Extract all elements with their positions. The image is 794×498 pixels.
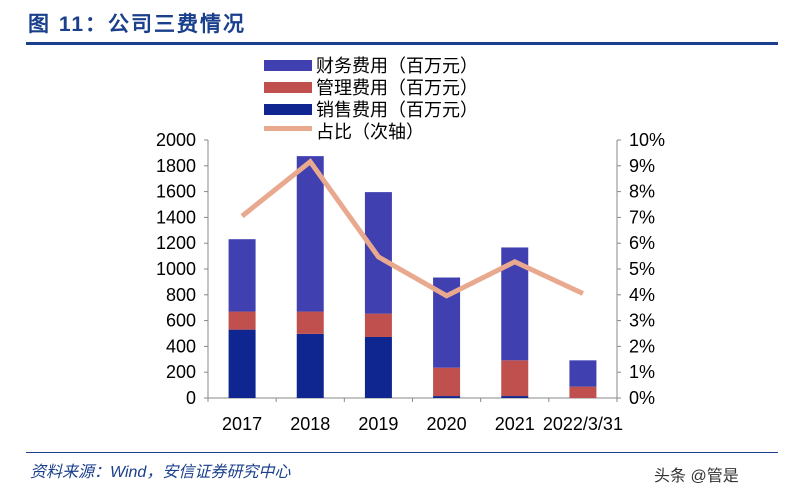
legend-swatch: [264, 60, 312, 71]
x-tick-label: 2022/3/31: [543, 414, 623, 434]
y-tick-label: 1800: [156, 156, 196, 176]
legend-swatch: [264, 104, 312, 115]
footer-rule: [26, 452, 778, 453]
bar-segment: [296, 333, 324, 398]
bar-segment: [364, 313, 392, 337]
x-tick-label: 2021: [495, 414, 535, 434]
source-note: 资料来源：Wind，安信证券研究中心: [30, 464, 291, 481]
bar-segment: [569, 386, 597, 398]
y-tick-label: 400: [166, 336, 196, 356]
y-tick-label: 1400: [156, 207, 196, 227]
y-tick-label: 800: [166, 285, 196, 305]
y2-tick-label: 8%: [629, 182, 655, 202]
x-tick-label: 2018: [290, 414, 330, 434]
bar-segment: [433, 367, 461, 397]
figure-title: 图 11：公司三费情况: [28, 13, 247, 36]
ratio-line: [240, 158, 584, 299]
y-tick-label: 1200: [156, 233, 196, 253]
bar-segment: [228, 239, 256, 312]
x-tick-label: 2019: [358, 414, 398, 434]
y2-tick-label: 1%: [629, 362, 655, 382]
y-tick-label: 200: [166, 362, 196, 382]
bar-segment: [364, 336, 392, 398]
y2-tick-label: 3%: [629, 311, 655, 331]
y2-tick-label: 10%: [629, 130, 665, 150]
y2-tick-label: 5%: [629, 259, 655, 279]
y-tick-label: 1600: [156, 182, 196, 202]
y-tick-label: 0: [186, 388, 196, 408]
y-tick-label: 2000: [156, 130, 196, 150]
y2-tick-label: 2%: [629, 336, 655, 356]
y2-tick-label: 9%: [629, 156, 655, 176]
legend-swatch: [264, 126, 312, 131]
y-tick-label: 600: [166, 311, 196, 331]
y2-tick-label: 4%: [629, 285, 655, 305]
legend-label: 销售费用（百万元）: [316, 100, 478, 120]
legend-label: 管理费用（百万元）: [316, 78, 478, 98]
legend-label: 占比（次轴）: [316, 122, 424, 142]
y-tick-label: 1000: [156, 259, 196, 279]
legend-swatch: [264, 82, 312, 93]
bar-segment: [501, 396, 529, 398]
bar-segment: [228, 311, 256, 330]
bar-segment: [296, 156, 324, 312]
watermark: 头条 @管是: [654, 468, 739, 485]
title-rule: [26, 42, 778, 45]
y2-tick-label: 7%: [629, 207, 655, 227]
bar-segment: [296, 311, 324, 334]
bar-segment: [228, 329, 256, 398]
bar-segment: [569, 360, 597, 387]
bar-segment: [501, 360, 529, 397]
legend-label: 财务费用（百万元）: [316, 56, 478, 76]
bar-segment: [433, 396, 461, 398]
y2-tick-label: 0%: [629, 388, 655, 408]
x-tick-label: 2020: [427, 414, 467, 434]
x-tick-label: 2017: [222, 414, 262, 434]
y2-tick-label: 6%: [629, 233, 655, 253]
